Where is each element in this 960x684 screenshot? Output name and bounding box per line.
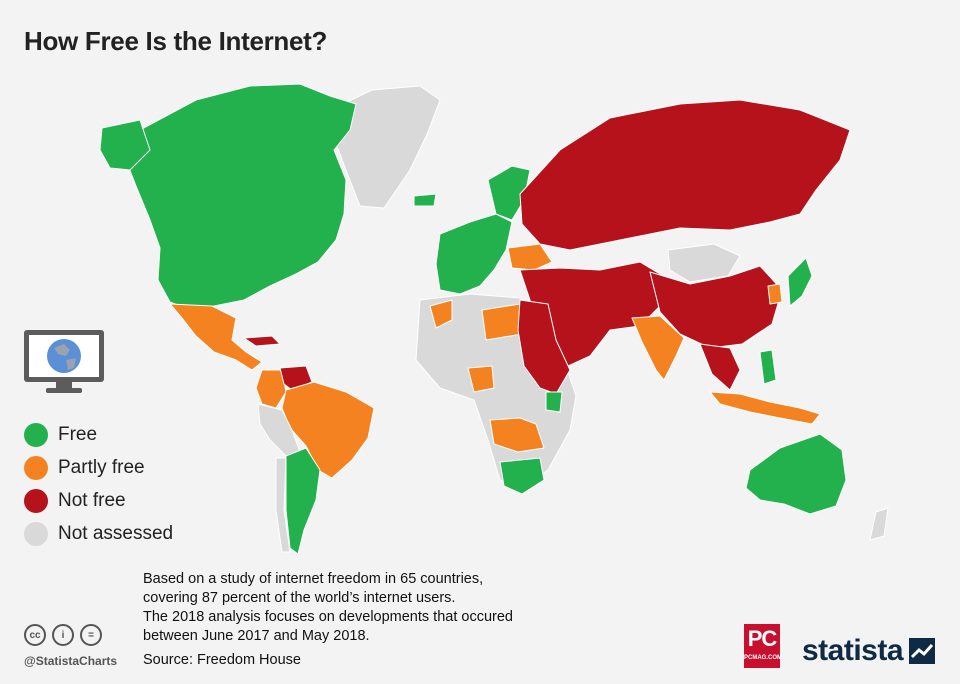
legend-swatch-partly-free xyxy=(24,455,48,480)
region-ukraine xyxy=(507,243,553,271)
note-line: covering 87 percent of the world’s inter… xyxy=(143,590,456,606)
region-se-asia xyxy=(699,343,741,391)
region-kenya xyxy=(545,391,563,413)
legend-item-free: Free xyxy=(24,418,173,451)
legend-swatch-not-free xyxy=(24,488,48,513)
region-china xyxy=(649,265,783,349)
region-nigeria xyxy=(467,365,495,393)
region-cuba xyxy=(243,335,281,347)
legend-label: Partly free xyxy=(58,456,145,478)
world-map xyxy=(99,83,889,555)
region-argentina xyxy=(285,447,321,555)
note-line: between June 2017 and May 2018. xyxy=(143,628,370,644)
statista-logo[interactable]: statista xyxy=(802,634,936,668)
region-north-america xyxy=(125,83,357,311)
computer-globe-icon xyxy=(24,330,104,393)
region-philippines xyxy=(759,349,777,385)
region-new-zealand xyxy=(869,507,889,541)
source-text: Source: Freedom House xyxy=(143,652,301,668)
page-title: How Free Is the Internet? xyxy=(24,26,328,56)
region-south-africa xyxy=(499,457,545,495)
region-russia xyxy=(519,99,851,251)
region-mexico xyxy=(169,303,263,371)
pcmag-logo-sub: PCMAG.COM xyxy=(744,655,782,661)
legend-label: Not free xyxy=(58,489,126,511)
legend-item-partly-free: Partly free xyxy=(24,451,173,484)
region-western-europe xyxy=(435,213,513,295)
region-korea xyxy=(767,283,783,305)
region-australia xyxy=(745,433,847,515)
region-greenland xyxy=(329,85,441,209)
license-icons: cc i = xyxy=(24,624,102,646)
region-indonesia xyxy=(709,391,821,425)
pcmag-logo-main: PC xyxy=(747,626,778,651)
no-derivatives-icon[interactable]: = xyxy=(80,624,102,646)
note-line: The 2018 analysis focuses on development… xyxy=(143,609,513,625)
region-india xyxy=(631,315,685,381)
region-iceland xyxy=(413,193,437,207)
region-libya xyxy=(481,303,523,341)
attribution-icon[interactable]: i xyxy=(52,624,74,646)
region-chile xyxy=(275,457,291,553)
map-legend: Free Partly free Not free Not assessed xyxy=(24,418,173,550)
statista-mark-icon xyxy=(909,638,936,664)
legend-item-not-free: Not free xyxy=(24,484,173,517)
legend-swatch-not-assessed xyxy=(24,521,48,546)
region-japan xyxy=(787,257,813,307)
region-alaska xyxy=(99,119,151,171)
region-angola xyxy=(489,417,545,453)
region-morocco xyxy=(429,299,453,329)
legend-swatch-free xyxy=(24,422,48,447)
legend-label: Free xyxy=(58,423,98,445)
legend-item-not-assessed: Not assessed xyxy=(24,517,173,550)
cc-icon[interactable]: cc xyxy=(24,624,46,646)
note-line: Based on a study of internet freedom in … xyxy=(143,571,484,587)
brand-name: statista xyxy=(802,634,904,667)
pcmag-logo[interactable]: PC PCMAG.COM xyxy=(744,624,782,668)
legend-label: Not assessed xyxy=(58,522,174,544)
description-note: Based on a study of internet freedom in … xyxy=(143,570,583,646)
social-handle[interactable]: @StatistaCharts xyxy=(24,654,118,668)
